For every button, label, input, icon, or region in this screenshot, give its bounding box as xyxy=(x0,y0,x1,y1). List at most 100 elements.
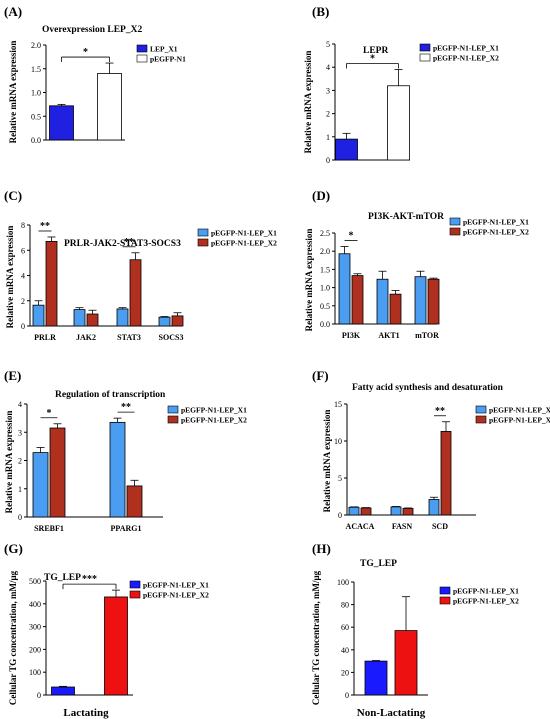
y-tick-label: 4 xyxy=(18,400,22,409)
y-tick-label: 2 xyxy=(21,297,25,306)
legend-label: LEP_X1 xyxy=(150,45,178,54)
legend-swatch xyxy=(419,43,431,52)
bar-a-series0-cat0 xyxy=(49,105,74,141)
legend-label: pEGFP-N1 xyxy=(150,55,186,64)
category-label: STAT3 xyxy=(117,333,141,342)
bar-b-series1-cat0 xyxy=(387,85,410,161)
bar-h-series0-cat0 xyxy=(364,660,388,696)
category-label: SREBF1 xyxy=(34,524,64,533)
bar-e-series0-cat0 xyxy=(32,452,49,518)
legend-label: pEGFP-N1-LEP_X1 xyxy=(181,406,247,415)
legend-swatch xyxy=(136,54,148,63)
bar-h-series1-cat0 xyxy=(394,630,418,696)
panel-label-h: (H) xyxy=(312,541,331,556)
legend-label: pEGFP-N1-LEP_X1 xyxy=(143,581,209,590)
y-tick-label: 1.0 xyxy=(320,284,330,293)
bar-d-series1-cat1 xyxy=(389,293,402,325)
category-label: ACACA xyxy=(346,522,375,531)
bar-a-series1-cat0 xyxy=(97,73,122,141)
y-axis-label-g: Cellular TG concentration, mM/μg xyxy=(8,570,18,705)
legend-swatch xyxy=(167,405,179,414)
category-label: JAK2 xyxy=(76,333,96,342)
y-tick-label: 3 xyxy=(18,428,22,437)
y-axis-label-h: Cellular TG concentration, mM/μg xyxy=(311,570,321,705)
legend-swatch xyxy=(129,590,141,599)
x-axis-label-h: Non-Lactating xyxy=(357,707,426,719)
y-tick-label: 100 xyxy=(337,578,349,587)
legend-label: pEGFP-N1-LEP_X2 xyxy=(489,416,550,425)
legend-swatch xyxy=(419,53,431,62)
significance-marker: ** xyxy=(40,221,50,232)
y-tick-label: 1.5 xyxy=(31,65,41,74)
bar-g-series1-cat0 xyxy=(104,596,128,696)
bar-d-series0-cat2 xyxy=(414,276,427,325)
y-tick-label: 3 xyxy=(326,86,330,95)
chart-title-b: LEPR xyxy=(363,46,388,56)
y-tick-label: 80 xyxy=(341,601,349,610)
y-tick-label: 5 xyxy=(326,40,330,49)
bar-c-series0-cat0 xyxy=(32,304,45,327)
y-tick-label: 500 xyxy=(29,577,41,586)
bar-f-series0-cat2 xyxy=(428,499,440,516)
y-tick-label: 300 xyxy=(29,623,41,632)
y-tick-label: 2.0 xyxy=(320,247,330,256)
y-tick-label: 10 xyxy=(334,437,342,446)
bar-f-series1-cat0 xyxy=(360,507,372,516)
y-tick-label: 2 xyxy=(326,110,330,119)
y-tick-label: 60 xyxy=(341,623,349,632)
y-tick-label: 0 xyxy=(18,513,22,522)
y-tick-label: 1.5 xyxy=(320,265,330,274)
legend-swatch xyxy=(197,228,209,237)
bar-d-series0-cat0 xyxy=(338,253,351,325)
bar-c-series1-cat0 xyxy=(45,241,58,327)
bar-c-series0-cat1 xyxy=(73,309,86,327)
panel-label-e: (E) xyxy=(4,368,21,383)
bar-e-series1-cat0 xyxy=(49,427,66,518)
y-tick-label: 0 xyxy=(326,156,330,165)
y-tick-label: 4 xyxy=(21,272,25,281)
y-tick-label: 20 xyxy=(341,668,349,677)
category-label: SCD xyxy=(432,522,448,531)
panel-label-c: (C) xyxy=(4,188,22,203)
category-label: PI3K xyxy=(342,331,361,340)
category-label: PRLR xyxy=(34,333,56,342)
x-axis-label-g: Lactating xyxy=(63,707,109,719)
y-axis-label-e: Relative mRNA expression xyxy=(4,411,14,514)
y-tick-label: 0 xyxy=(21,322,25,331)
y-tick-label: 1 xyxy=(18,485,22,494)
panel-label-f: (F) xyxy=(312,368,329,383)
bar-f-series1-cat2 xyxy=(440,430,452,516)
legend-label: pEGFP-N1-LEP_X1 xyxy=(489,406,550,415)
legend-swatch xyxy=(136,44,148,53)
legend-label: pEGFP-N1-LEP_X2 xyxy=(181,416,247,425)
chart-title-c: PRLR-JAK2-STAT3-SOCS3 xyxy=(64,239,181,249)
bar-d-series1-cat2 xyxy=(427,278,440,325)
category-label: mTOR xyxy=(415,331,439,340)
chart-title-d: PI3K-AKT-mTOR xyxy=(368,212,444,222)
legend-swatch xyxy=(475,405,487,414)
panel-label-g: (G) xyxy=(4,541,23,556)
y-tick-label: 6 xyxy=(21,246,25,255)
y-axis-label-b: Relative mRNA expression xyxy=(303,51,313,154)
legend-label: pEGFP-N1-LEP_X2 xyxy=(211,239,277,248)
y-tick-label: 2.5 xyxy=(320,229,330,238)
significance-marker: ** xyxy=(124,237,134,248)
y-tick-label: 2 xyxy=(18,457,22,466)
legend-label: pEGFP-N1-LEP_X1 xyxy=(453,587,519,596)
legend-label: pEGFP-N1-LEP_X2 xyxy=(453,597,519,606)
y-tick-label: 8 xyxy=(21,221,25,230)
legend-label: pEGFP-N1-LEP_X1 xyxy=(211,229,277,238)
bar-c-series0-cat2 xyxy=(116,308,129,327)
legend-label: pEGFP-N1-LEP_X1 xyxy=(433,44,499,53)
significance-marker: * xyxy=(349,230,354,241)
legend-swatch xyxy=(197,238,209,247)
y-tick-label: 40 xyxy=(341,646,349,655)
bar-f-series0-cat1 xyxy=(390,506,402,516)
y-tick-label: 1.0 xyxy=(31,89,41,98)
category-label: AKT1 xyxy=(378,331,399,340)
legend-swatch xyxy=(449,227,461,236)
y-tick-label: 5 xyxy=(338,474,342,483)
legend-swatch xyxy=(129,580,141,589)
panel-label-b: (B) xyxy=(312,4,329,19)
bar-g-series0-cat0 xyxy=(51,686,75,696)
